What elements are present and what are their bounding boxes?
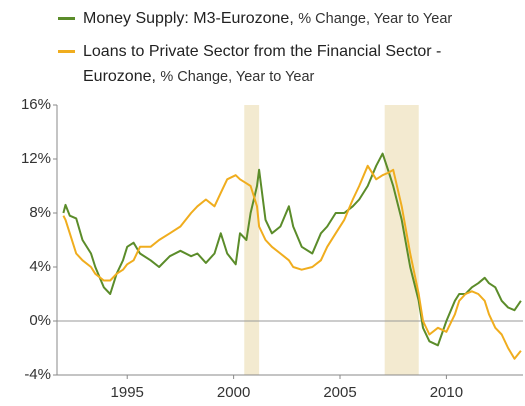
y-tick-label: 16%	[21, 96, 51, 113]
y-tick-label: -4%	[24, 366, 51, 383]
legend: Money Supply: M3-Eurozone, % Change, Yea…	[56, 6, 456, 97]
legend-item: Loans to Private Sector from the Financi…	[56, 39, 455, 90]
shaded-region	[244, 105, 260, 375]
legend-unit: % Change, Year to Year	[298, 11, 453, 27]
y-tick-label: 0%	[29, 312, 51, 329]
legend-label: Loans to Private Sector from the Financi…	[83, 43, 442, 85]
legend-unit: % Change, Year to Year	[160, 69, 315, 85]
x-tick-label: 1995	[111, 384, 144, 401]
y-tick-label: 12%	[21, 150, 51, 167]
legend-item: Money Supply: M3-Eurozone, % Change, Yea…	[56, 6, 455, 32]
x-tick-label: 2010	[430, 384, 463, 401]
legend-swatch	[58, 17, 75, 20]
y-tick-label: 8%	[29, 204, 51, 221]
legend-label: Money Supply: M3-Eurozone,	[83, 10, 294, 27]
legend-swatch	[58, 50, 75, 53]
series-line	[62, 152, 522, 347]
shaded-region	[384, 105, 419, 375]
y-tick-label: 4%	[29, 258, 51, 275]
x-tick-label: 2000	[217, 384, 250, 401]
series-line	[62, 164, 522, 360]
x-tick-label: 2005	[323, 384, 356, 401]
